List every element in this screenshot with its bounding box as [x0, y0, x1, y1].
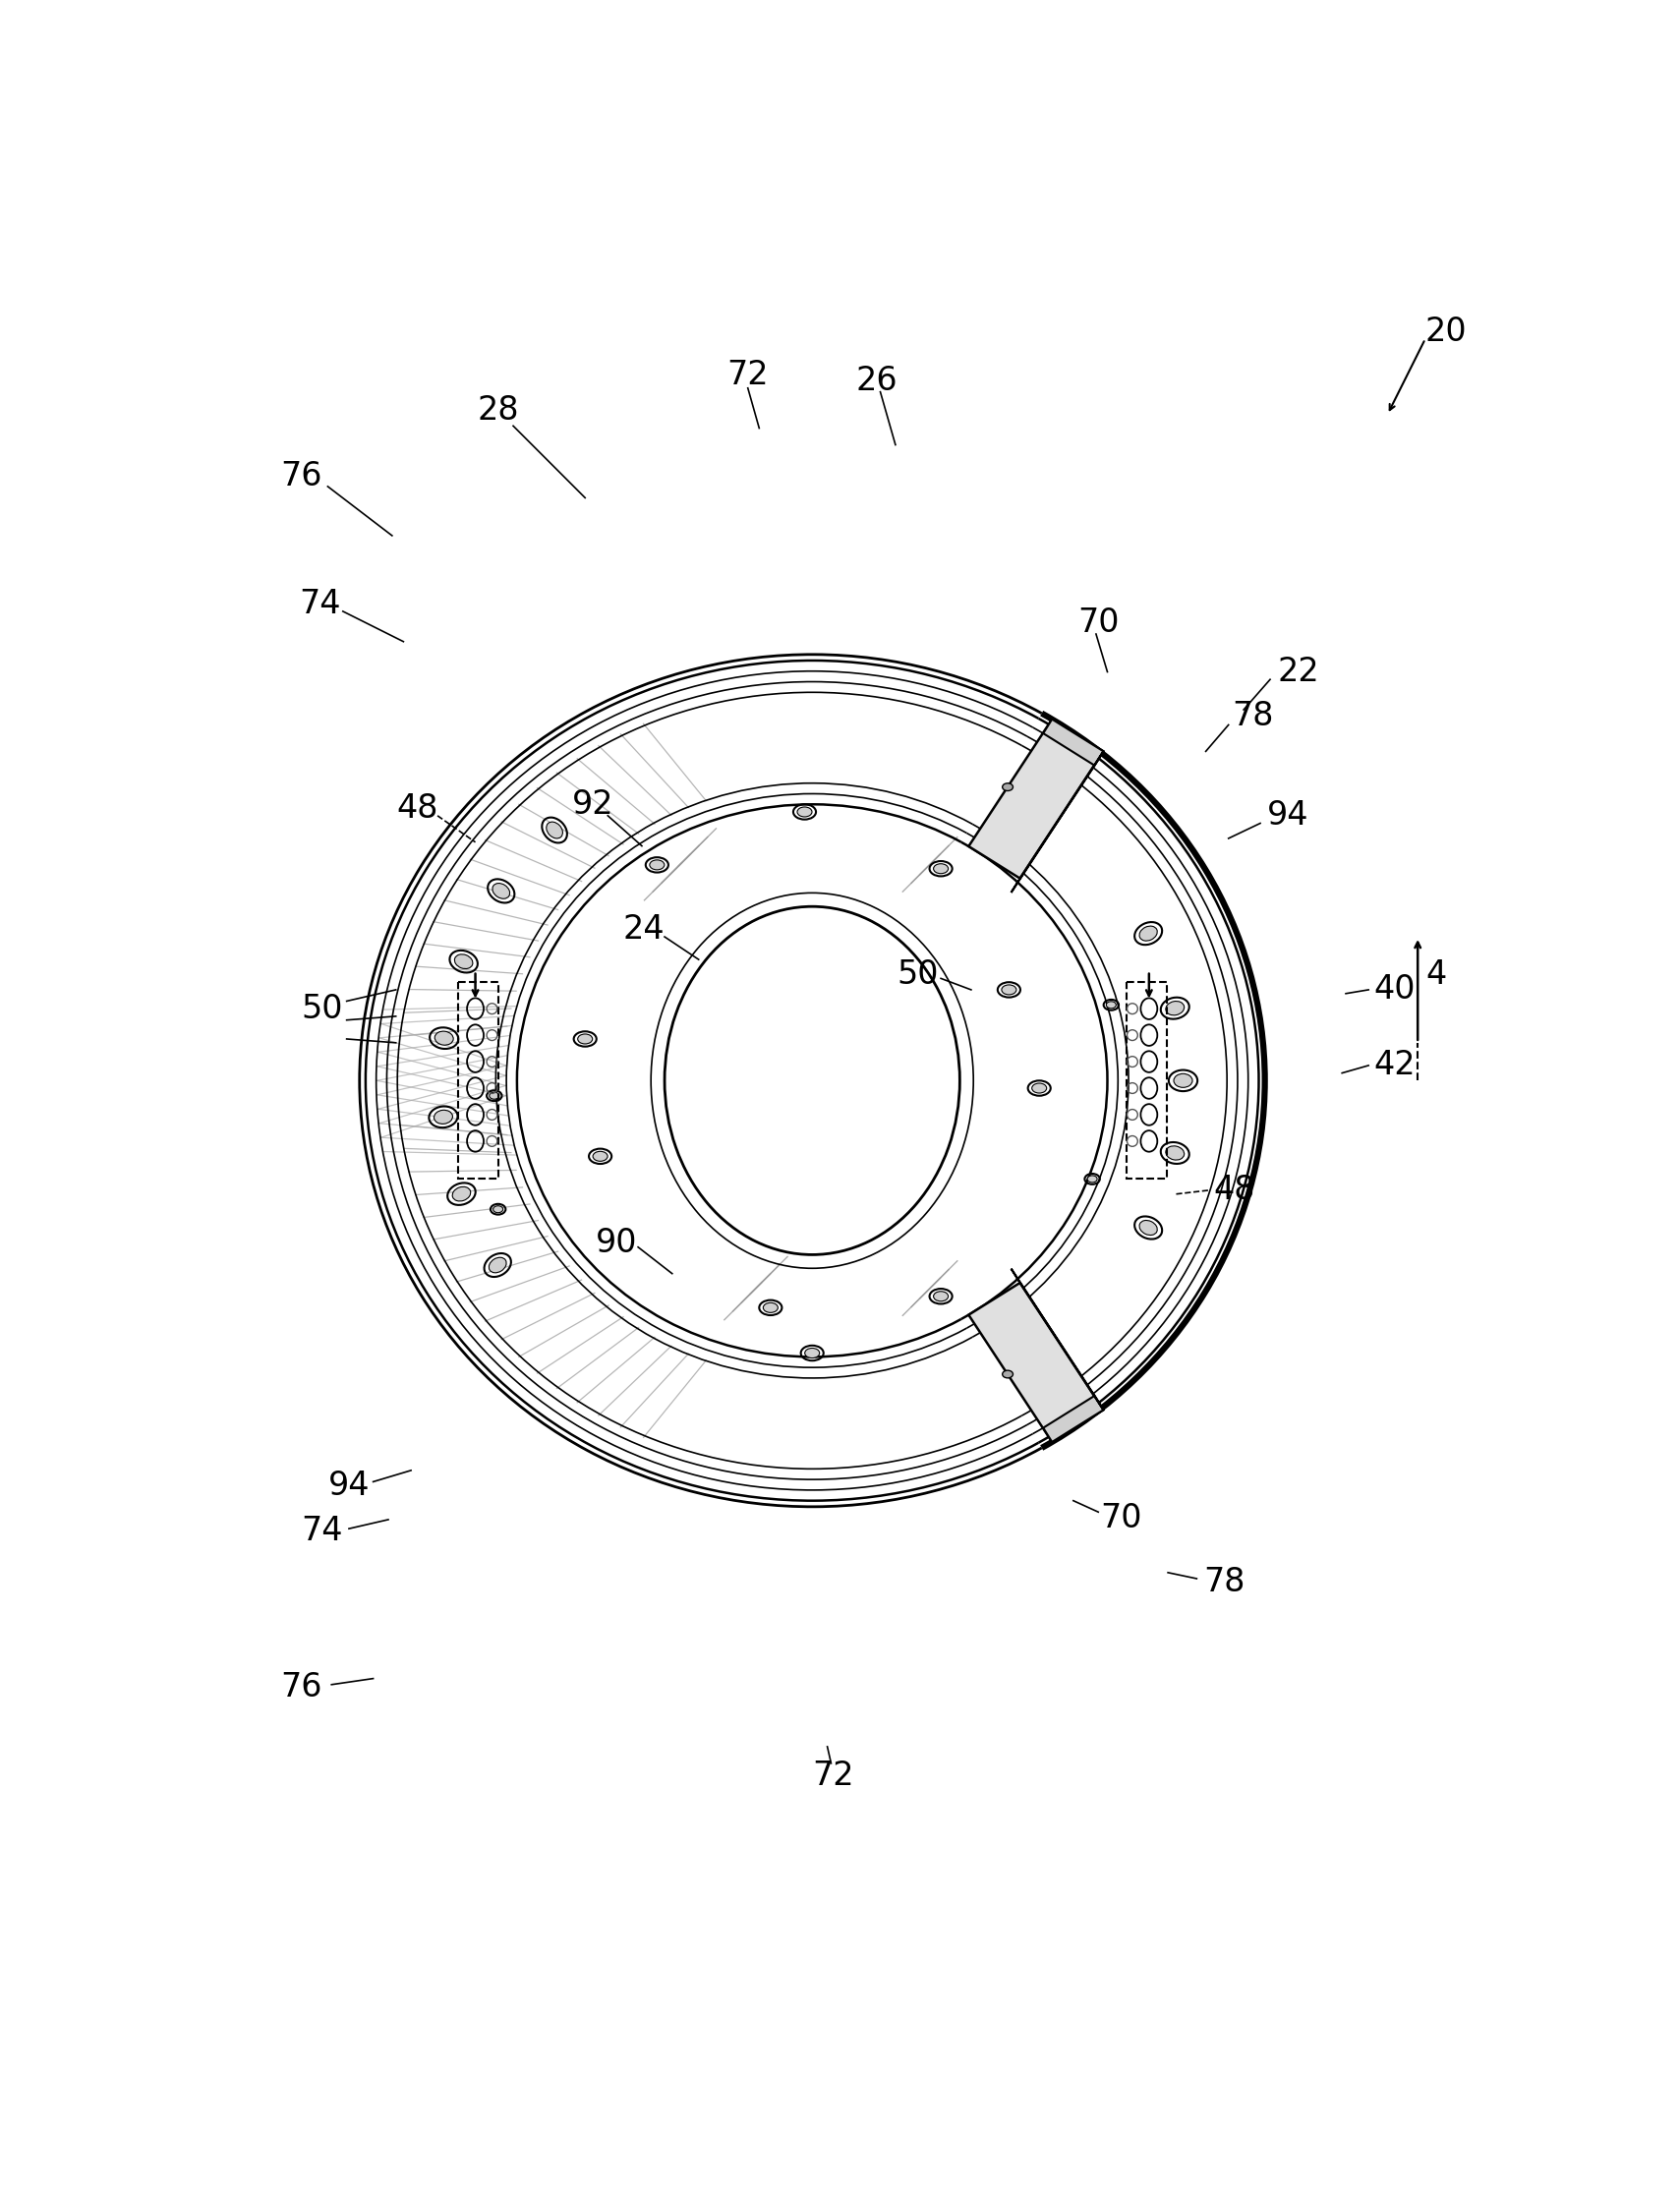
Ellipse shape [1139, 925, 1158, 941]
Text: 50: 50 [897, 958, 939, 991]
Ellipse shape [1166, 1147, 1184, 1160]
Polygon shape [969, 1283, 1104, 1443]
Text: 76: 76 [281, 1671, 323, 1704]
Polygon shape [1043, 719, 1104, 765]
Ellipse shape [1003, 1371, 1013, 1377]
Text: 76: 76 [281, 461, 323, 493]
Ellipse shape [1105, 1002, 1116, 1009]
Ellipse shape [452, 1186, 470, 1202]
Text: 48: 48 [1213, 1173, 1255, 1206]
Ellipse shape [593, 1151, 608, 1162]
Text: 78: 78 [1205, 1566, 1245, 1599]
Polygon shape [1011, 1270, 1104, 1410]
Text: 70: 70 [1100, 1502, 1142, 1535]
Text: 74: 74 [299, 588, 341, 621]
Ellipse shape [805, 1349, 820, 1357]
Text: 22: 22 [1277, 656, 1319, 689]
Ellipse shape [934, 1292, 948, 1300]
Text: 70: 70 [1077, 607, 1119, 638]
Ellipse shape [1139, 1219, 1158, 1235]
Ellipse shape [798, 807, 811, 816]
Text: 72: 72 [727, 360, 769, 390]
Text: 50: 50 [301, 993, 343, 1024]
Ellipse shape [494, 1206, 502, 1213]
Ellipse shape [433, 1110, 452, 1123]
Ellipse shape [763, 1303, 778, 1314]
Text: 26: 26 [855, 364, 897, 397]
Polygon shape [969, 719, 1104, 879]
Ellipse shape [489, 1092, 499, 1099]
Ellipse shape [492, 884, 509, 899]
Text: 92: 92 [571, 787, 613, 820]
Ellipse shape [1032, 1083, 1047, 1092]
Text: 24: 24 [623, 912, 665, 945]
Ellipse shape [489, 1257, 506, 1272]
Text: 78: 78 [1231, 700, 1273, 732]
Polygon shape [1011, 752, 1104, 893]
Ellipse shape [1087, 1175, 1097, 1182]
Ellipse shape [1001, 985, 1016, 996]
Text: 42: 42 [1374, 1048, 1416, 1081]
Text: 72: 72 [813, 1759, 855, 1792]
Text: 74: 74 [301, 1515, 343, 1546]
Text: 28: 28 [477, 395, 519, 428]
Text: 94: 94 [1267, 800, 1309, 831]
Text: 20: 20 [1425, 316, 1467, 346]
Ellipse shape [546, 822, 563, 838]
Ellipse shape [1003, 783, 1013, 792]
Text: 40: 40 [1374, 974, 1416, 1007]
Ellipse shape [934, 864, 948, 873]
Text: 48: 48 [396, 792, 438, 825]
Ellipse shape [435, 1031, 454, 1046]
Ellipse shape [1166, 1002, 1184, 1015]
Text: 94: 94 [328, 1469, 370, 1502]
Ellipse shape [455, 954, 472, 969]
Polygon shape [1043, 1395, 1104, 1443]
Ellipse shape [1174, 1075, 1193, 1088]
Text: 4: 4 [1425, 958, 1446, 991]
Ellipse shape [650, 860, 664, 871]
Ellipse shape [578, 1035, 593, 1044]
Text: 90: 90 [596, 1228, 638, 1259]
